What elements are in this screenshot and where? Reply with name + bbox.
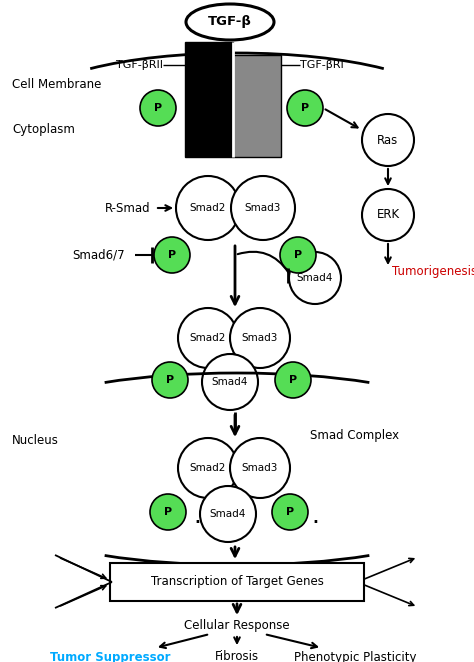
Circle shape (200, 486, 256, 542)
Circle shape (362, 189, 414, 241)
Text: P: P (166, 375, 174, 385)
Circle shape (231, 176, 295, 240)
Circle shape (178, 308, 238, 368)
Text: Smad Complex: Smad Complex (310, 428, 399, 442)
Text: Smad4: Smad4 (297, 273, 333, 283)
Bar (185, 42, 233, 157)
Text: Cellular Response: Cellular Response (184, 618, 290, 632)
Text: P: P (301, 103, 309, 113)
Circle shape (140, 90, 176, 126)
Text: Smad6/7: Smad6/7 (72, 248, 125, 261)
Text: Smad3: Smad3 (242, 333, 278, 343)
Circle shape (176, 176, 240, 240)
Text: Tumorigenesis: Tumorigenesis (392, 265, 474, 279)
Text: P: P (168, 250, 176, 260)
Text: Cytoplasm: Cytoplasm (12, 124, 75, 136)
Circle shape (154, 237, 190, 273)
Text: P: P (164, 507, 172, 517)
Text: ERK: ERK (376, 209, 400, 222)
Text: Smad2: Smad2 (190, 333, 226, 343)
Text: Ras: Ras (377, 134, 399, 146)
Bar (233, 55, 281, 157)
Circle shape (289, 252, 341, 304)
Text: Fibrosis: Fibrosis (215, 651, 259, 662)
Text: R-Smad: R-Smad (105, 201, 151, 214)
Text: Nucleus: Nucleus (12, 434, 59, 446)
Text: TGF-βRI: TGF-βRI (300, 60, 344, 70)
Circle shape (152, 362, 188, 398)
Text: Phenotypic Plasticity: Phenotypic Plasticity (294, 651, 416, 662)
Text: Transcription of Target Genes: Transcription of Target Genes (151, 575, 323, 589)
Text: P: P (154, 103, 162, 113)
Text: TGF-βRII: TGF-βRII (116, 60, 163, 70)
Circle shape (275, 362, 311, 398)
Text: Smad3: Smad3 (242, 463, 278, 473)
Circle shape (287, 90, 323, 126)
Text: Smad4: Smad4 (210, 509, 246, 519)
Text: P: P (286, 507, 294, 517)
Text: Smad4: Smad4 (212, 377, 248, 387)
Text: P: P (294, 250, 302, 260)
Circle shape (150, 494, 186, 530)
Text: .: . (311, 504, 319, 528)
Text: Smad3: Smad3 (245, 203, 281, 213)
FancyBboxPatch shape (110, 563, 364, 601)
Text: .: . (193, 504, 201, 528)
Text: Smad2: Smad2 (190, 463, 226, 473)
Circle shape (202, 354, 258, 410)
Ellipse shape (186, 4, 274, 40)
Text: Tumor Suppressor: Tumor Suppressor (50, 651, 170, 662)
Circle shape (230, 308, 290, 368)
Circle shape (272, 494, 308, 530)
Text: Cell Membrane: Cell Membrane (12, 79, 101, 91)
Circle shape (230, 438, 290, 498)
Circle shape (280, 237, 316, 273)
Text: P: P (289, 375, 297, 385)
Text: Smad2: Smad2 (190, 203, 226, 213)
Circle shape (362, 114, 414, 166)
Circle shape (178, 438, 238, 498)
Text: TGF-β: TGF-β (208, 15, 252, 28)
